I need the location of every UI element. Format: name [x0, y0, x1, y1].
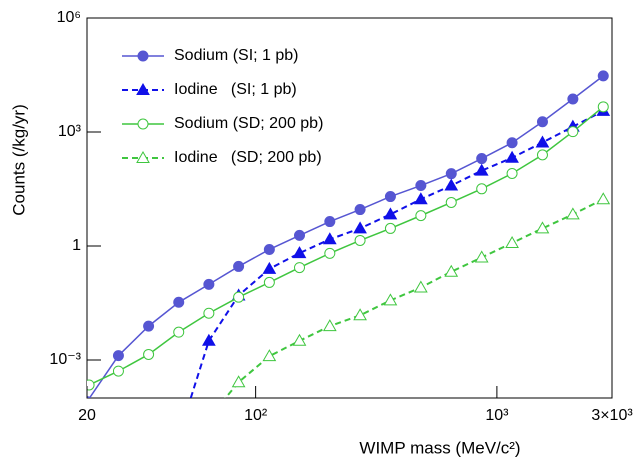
marker — [87, 379, 95, 391]
marker — [506, 137, 518, 149]
marker — [383, 207, 398, 220]
marker — [445, 196, 457, 208]
marker — [263, 276, 275, 288]
marker — [322, 232, 337, 245]
legend-swatch-marker — [137, 118, 149, 130]
series-line — [189, 109, 604, 398]
marker — [474, 163, 489, 176]
marker — [203, 307, 215, 319]
marker — [474, 250, 489, 263]
x-tick-label: 10³ — [485, 407, 509, 424]
marker — [384, 222, 396, 234]
marker — [506, 167, 518, 179]
marker — [292, 333, 307, 346]
marker — [413, 280, 428, 293]
legend-label: Sodium (SD; 200 pb) — [174, 115, 323, 132]
marker — [173, 430, 185, 441]
marker — [262, 349, 277, 362]
series-line — [88, 75, 604, 398]
marker — [536, 149, 548, 161]
marker — [322, 319, 337, 332]
marker — [567, 126, 579, 138]
marker — [112, 365, 124, 377]
marker — [263, 243, 275, 255]
marker — [445, 168, 457, 180]
legend-label: Sodium (SI; 1 pb) — [174, 47, 299, 64]
marker — [173, 296, 185, 308]
marker — [294, 262, 306, 274]
plot-area — [87, 70, 611, 441]
marker — [535, 221, 550, 234]
marker — [536, 116, 548, 128]
x-tick-label: 3×10³ — [591, 407, 633, 424]
y-tick-label: 10⁶ — [57, 9, 81, 26]
marker — [383, 293, 398, 306]
marker — [292, 246, 307, 259]
marker — [505, 150, 519, 163]
marker — [597, 101, 609, 113]
legend-swatch-marker — [136, 150, 150, 163]
marker — [231, 375, 246, 388]
marker — [112, 350, 124, 362]
marker — [505, 235, 519, 248]
marker — [597, 70, 609, 82]
series-line — [88, 106, 604, 386]
marker — [476, 183, 488, 195]
marker — [566, 207, 580, 220]
marker — [143, 320, 155, 332]
marker — [384, 191, 396, 203]
marker — [444, 178, 459, 191]
marker — [143, 348, 155, 360]
legend-swatch-marker — [137, 50, 149, 62]
plot-frame — [86, 17, 613, 399]
legend-swatch-marker — [136, 82, 150, 95]
marker — [203, 278, 215, 290]
y-axis-title: Counts (/kg/yr) — [9, 104, 28, 215]
marker — [354, 204, 366, 216]
marker — [233, 260, 245, 272]
marker — [567, 93, 579, 105]
legend-label: Iodine (SD; 200 pb) — [174, 149, 322, 166]
marker — [415, 210, 427, 222]
marker — [262, 261, 277, 274]
y-tick-label: 10⁻³ — [49, 351, 81, 368]
marker — [202, 333, 216, 346]
x-tick-label: 20 — [78, 407, 96, 424]
marker — [413, 192, 428, 205]
marker — [324, 247, 336, 259]
marker — [233, 291, 245, 303]
marker — [596, 192, 611, 205]
marker — [87, 396, 92, 398]
marker — [354, 234, 366, 246]
marker — [444, 264, 459, 277]
y-tick-label: 1 — [72, 237, 81, 254]
legend-label: Iodine (SI; 1 pb) — [174, 81, 297, 98]
marker — [353, 221, 367, 234]
marker — [415, 180, 427, 192]
marker — [203, 412, 215, 423]
marker — [535, 135, 550, 148]
marker — [173, 326, 185, 338]
x-axis-title: WIMP mass (MeV/c²) — [359, 438, 520, 457]
x-tick-label: 10² — [244, 407, 268, 424]
marker — [476, 153, 488, 165]
marker — [324, 216, 336, 228]
marker — [353, 308, 367, 321]
y-tick-label: 10³ — [58, 123, 82, 140]
marker — [294, 229, 306, 241]
